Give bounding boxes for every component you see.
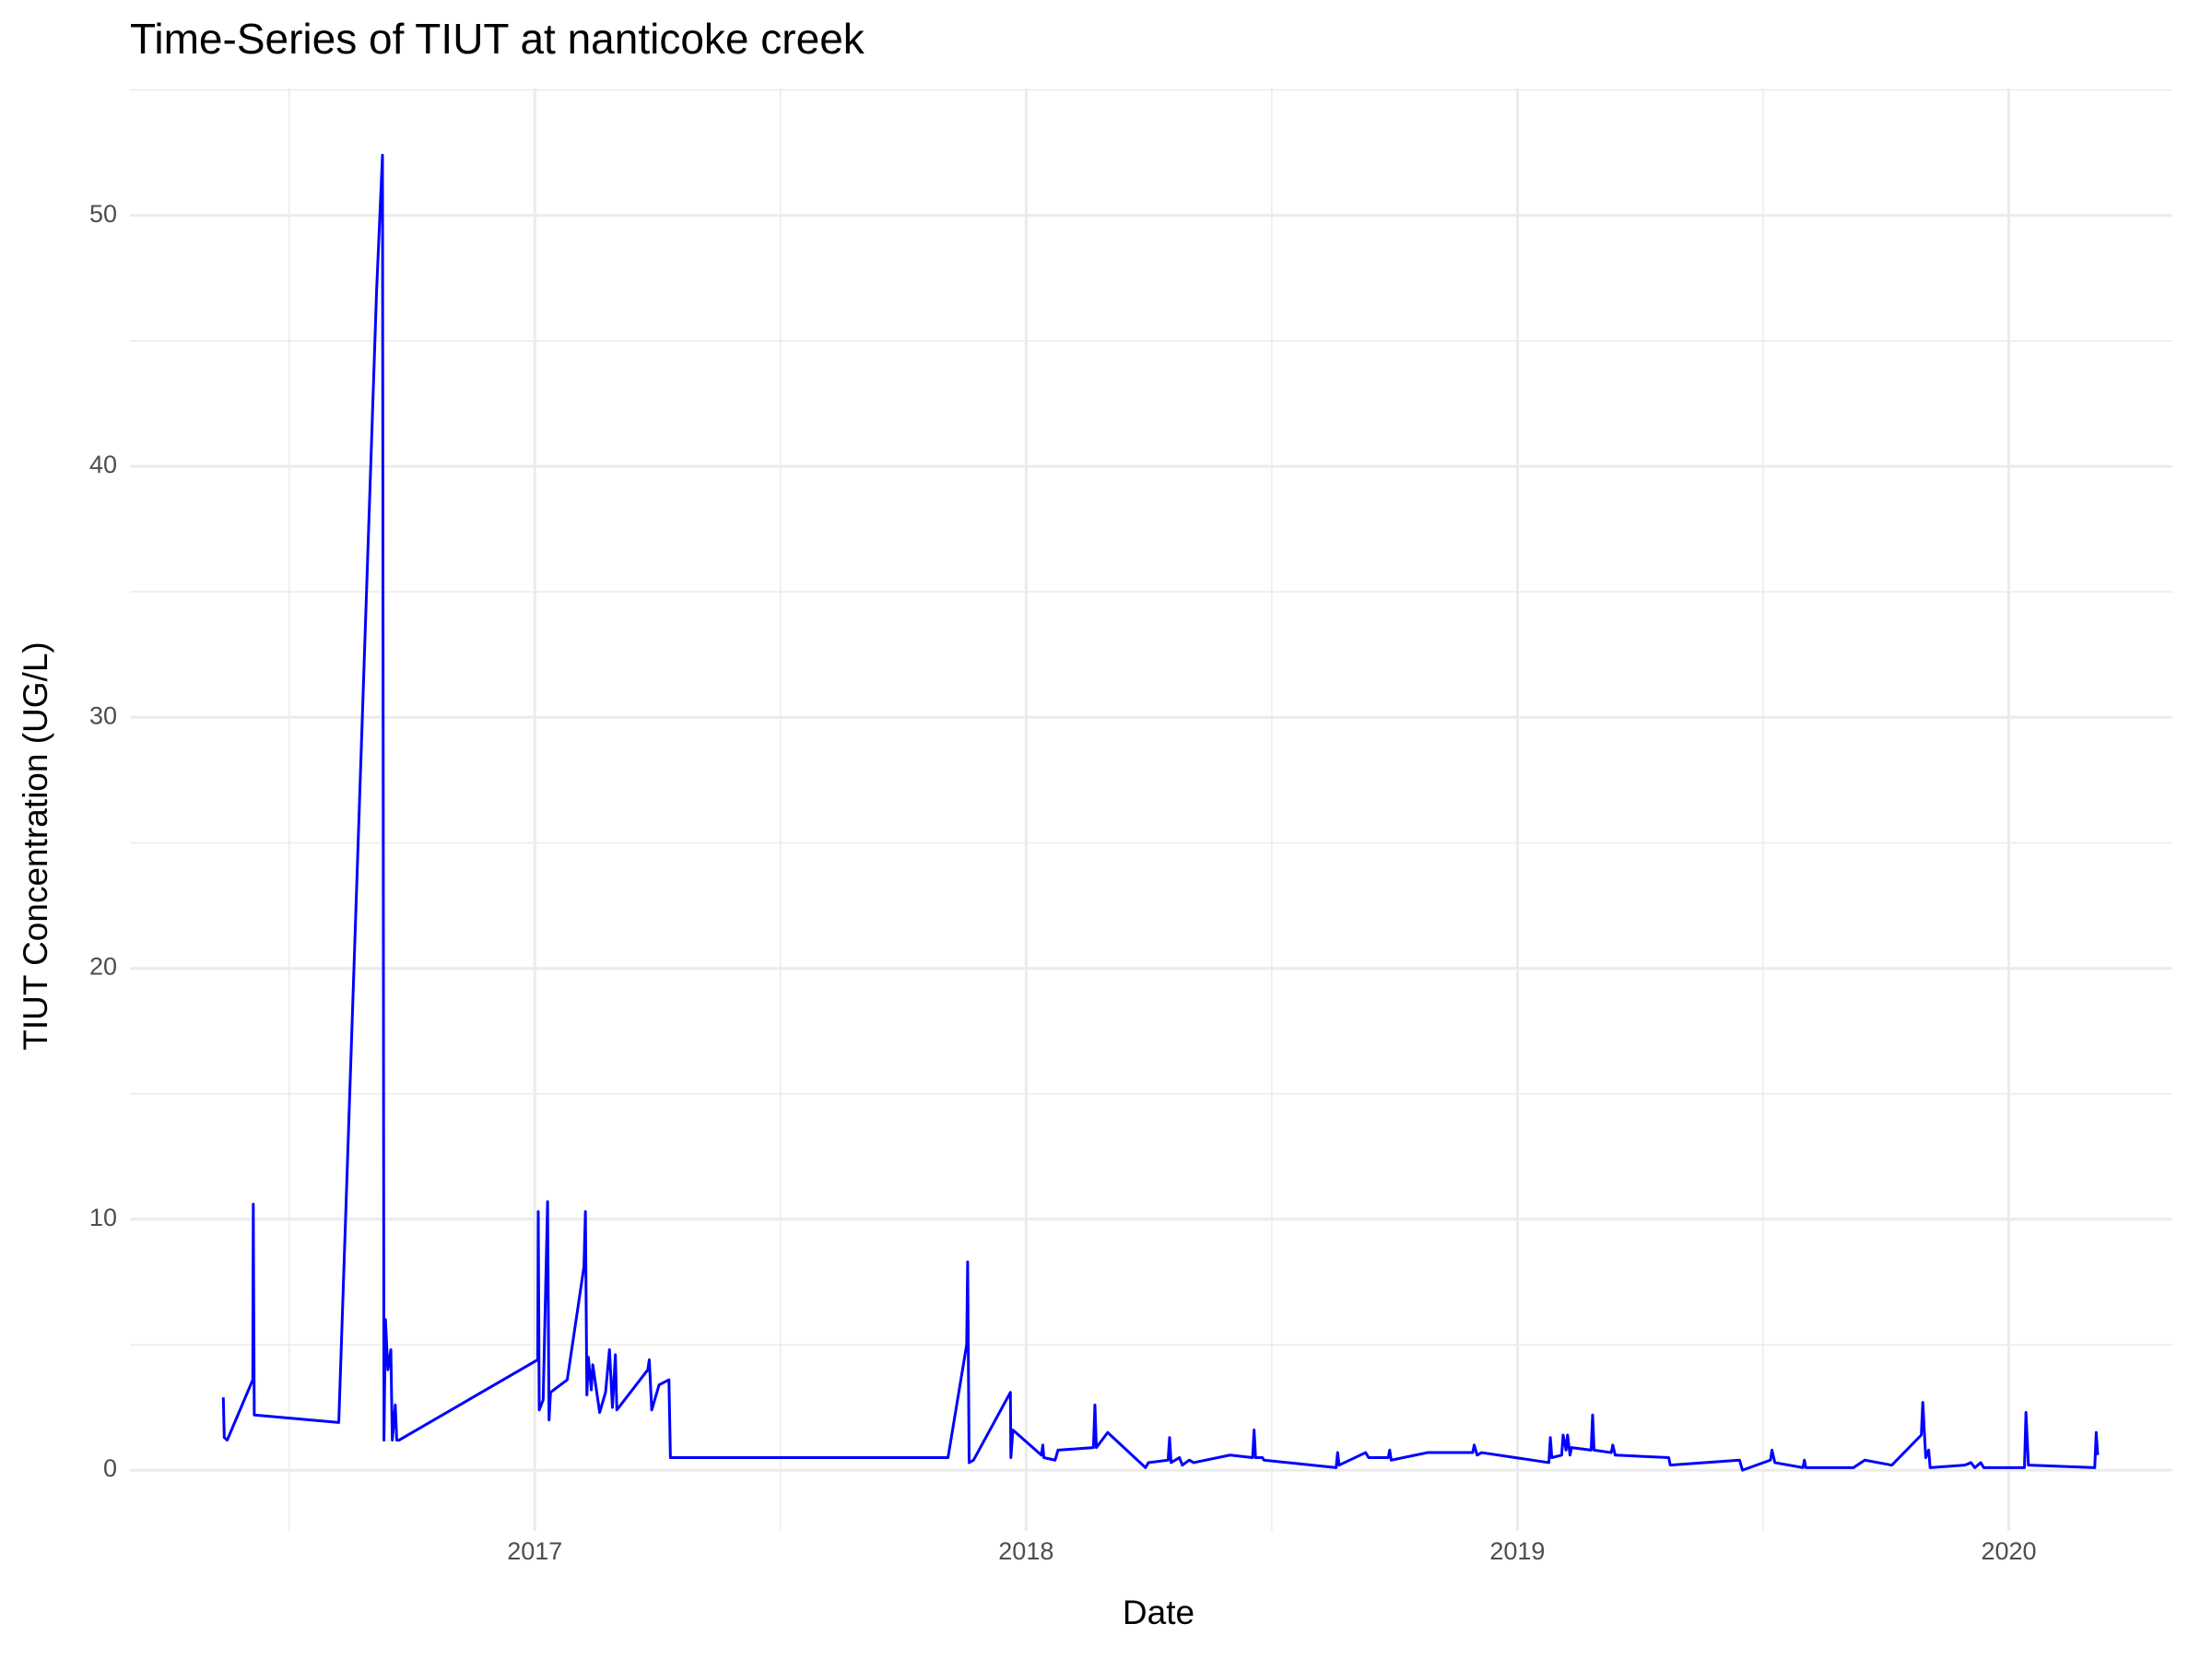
y-tick-label: 0	[103, 1454, 117, 1482]
grid	[130, 88, 2172, 1531]
y-tick-label: 50	[89, 200, 117, 228]
y-axis-title: TIUT Concentration (UG/L)	[17, 641, 54, 1050]
chart-title: Time-Series of TIUT at nanticoke creek	[130, 15, 865, 63]
x-tick-label: 2019	[1489, 1537, 1545, 1565]
data-line	[221, 153, 2100, 1472]
x-axis-title: Date	[1123, 1594, 1194, 1631]
y-tick-label: 40	[89, 451, 117, 478]
y-tick-label: 10	[89, 1204, 117, 1231]
y-tick-label: 20	[89, 953, 117, 981]
plot-area	[221, 153, 2100, 1472]
x-tick-label: 2017	[507, 1537, 562, 1565]
y-tick-label: 30	[89, 701, 117, 729]
x-tick-label: 2020	[1981, 1537, 2036, 1565]
x-tick-label: 2018	[998, 1537, 1053, 1565]
